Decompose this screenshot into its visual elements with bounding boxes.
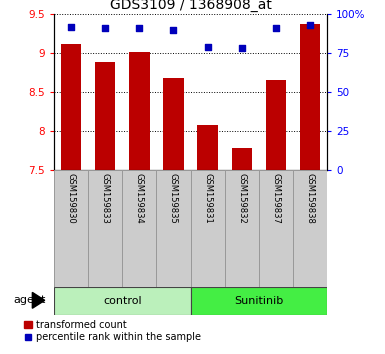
Bar bbox=[198, 125, 218, 170]
Text: GSM159831: GSM159831 bbox=[203, 173, 212, 224]
Legend: transformed count, percentile rank within the sample: transformed count, percentile rank withi… bbox=[24, 320, 201, 342]
Bar bbox=[266, 80, 286, 170]
Point bbox=[307, 22, 313, 28]
Text: Sunitinib: Sunitinib bbox=[234, 296, 283, 306]
Point bbox=[102, 25, 108, 31]
Point bbox=[171, 27, 177, 33]
Bar bbox=[232, 148, 252, 170]
Text: GSM159834: GSM159834 bbox=[135, 173, 144, 224]
Bar bbox=[259, 170, 293, 287]
Text: GSM159838: GSM159838 bbox=[306, 173, 315, 224]
Bar bbox=[293, 170, 327, 287]
Polygon shape bbox=[32, 292, 45, 308]
Bar bbox=[95, 62, 115, 170]
Bar bbox=[191, 170, 225, 287]
Text: GSM159837: GSM159837 bbox=[271, 173, 281, 224]
Text: GSM159832: GSM159832 bbox=[237, 173, 246, 224]
Bar bbox=[54, 287, 191, 315]
Text: GSM159830: GSM159830 bbox=[67, 173, 75, 224]
Bar bbox=[61, 44, 81, 170]
Text: control: control bbox=[103, 296, 142, 306]
Point bbox=[239, 46, 245, 51]
Bar bbox=[129, 52, 150, 170]
Bar bbox=[88, 170, 122, 287]
Text: agent: agent bbox=[13, 295, 46, 306]
Point bbox=[136, 25, 142, 31]
Text: GSM159833: GSM159833 bbox=[100, 173, 110, 224]
Point bbox=[68, 24, 74, 29]
Bar bbox=[156, 170, 191, 287]
Bar bbox=[54, 170, 88, 287]
Bar bbox=[300, 23, 320, 170]
Point bbox=[204, 44, 211, 50]
Bar bbox=[163, 78, 184, 170]
Bar bbox=[225, 170, 259, 287]
Bar bbox=[191, 287, 327, 315]
Text: GSM159835: GSM159835 bbox=[169, 173, 178, 224]
Bar bbox=[122, 170, 156, 287]
Point bbox=[273, 25, 279, 31]
Title: GDS3109 / 1368908_at: GDS3109 / 1368908_at bbox=[110, 0, 271, 12]
